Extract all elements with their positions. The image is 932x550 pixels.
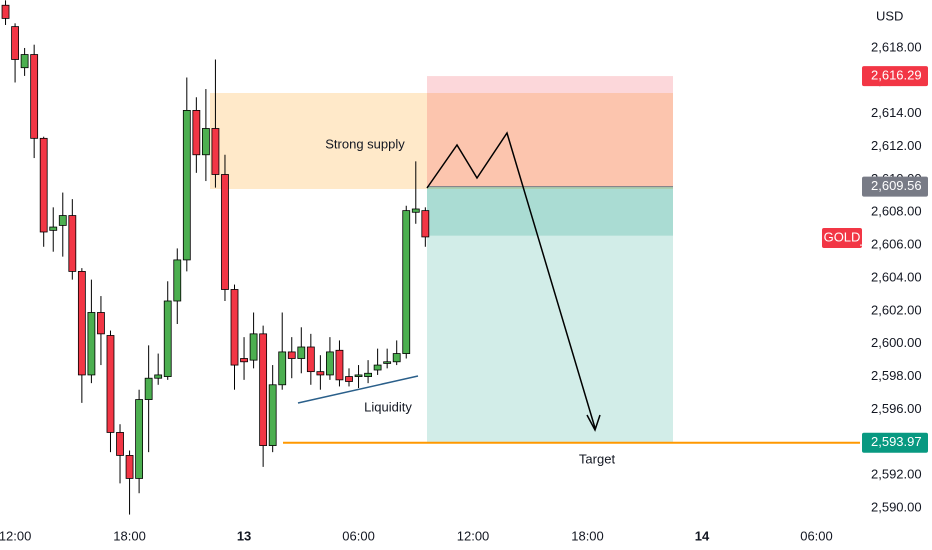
x-tick-label: 12:00	[457, 528, 490, 543]
y-tick-label: 2,618.00	[871, 39, 922, 54]
target-zone-active	[427, 186, 673, 236]
candle-body	[297, 346, 306, 359]
y-tick-label: 2,608.00	[871, 204, 922, 219]
candle-body	[49, 226, 58, 231]
overlay-drawings: Strong supply Liquidity Target	[297, 131, 616, 466]
axes: USD GOLD 2,590.002,592.002,594.002,596.0…	[0, 8, 928, 543]
price-badge	[862, 176, 928, 197]
candle-body	[240, 358, 248, 363]
candle-body	[58, 215, 67, 226]
candle-body	[211, 128, 220, 175]
candle-body	[326, 351, 334, 376]
candle-body	[249, 333, 258, 361]
candle-body	[373, 364, 382, 371]
candle-body	[383, 361, 392, 364]
x-tick-label: 06:00	[800, 528, 833, 543]
stop-zone	[427, 76, 673, 187]
candle-body	[230, 289, 239, 366]
symbol: GOLD	[824, 229, 861, 244]
candle-body	[135, 399, 144, 479]
candle-body	[354, 374, 363, 377]
candle-body	[106, 335, 115, 433]
y-tick-label: 2,604.00	[871, 269, 922, 284]
x-tick-label: 18:00	[571, 528, 604, 543]
symbol-badge	[822, 228, 862, 248]
y-tick-label: 2,600.00	[871, 335, 922, 350]
candle-body	[97, 312, 105, 335]
y-tick-label: 2,606.00	[871, 237, 922, 252]
candle-body	[421, 210, 430, 238]
candle-body	[192, 110, 201, 156]
position-tool	[283, 76, 860, 444]
candle-body	[306, 346, 315, 373]
candle-body	[221, 174, 229, 290]
x-tick-label: 12:00	[0, 528, 31, 543]
candle-body	[392, 353, 401, 363]
arrow-head	[586, 414, 601, 432]
y-tick-label: 2,598.00	[871, 368, 922, 383]
candles	[1, 0, 430, 515]
candle-body	[278, 351, 287, 386]
candle-body	[30, 54, 39, 139]
candle-body	[1, 4, 10, 19]
y-tick-label: 2,612.00	[871, 138, 922, 153]
candle-body	[20, 54, 29, 69]
candle-body	[287, 351, 296, 359]
price-badge	[862, 66, 928, 87]
price-badge-label: 2,609.56	[871, 178, 922, 193]
price-badge-label: 2,616.29	[871, 68, 922, 83]
candle-body	[77, 271, 86, 376]
x-tick-label: 06:00	[342, 528, 375, 543]
y-tick-label: 2,592.00	[871, 467, 922, 482]
candle-body	[173, 259, 182, 302]
candle-body	[154, 374, 163, 379]
candle-body	[316, 371, 325, 376]
candle-body	[163, 300, 172, 377]
candle-body	[335, 349, 344, 381]
projection-path	[426, 131, 596, 429]
candle-body	[411, 208, 420, 213]
annotation: Strong supply	[325, 136, 405, 151]
candle-body	[11, 26, 19, 60]
y-tick-label: 2,602.00	[871, 302, 922, 317]
annotation: Liquidity	[364, 399, 412, 414]
candle-body	[259, 333, 268, 446]
target-zone	[427, 186, 673, 443]
y-tick-label: 2,596.00	[871, 401, 922, 416]
y-tick-label: 2,590.00	[871, 499, 922, 514]
x-tick-label: 14	[695, 528, 710, 543]
price-badge	[862, 432, 928, 453]
price-badge-label: 2,593.97	[871, 434, 922, 449]
y-tick-label: 2,614.00	[871, 105, 922, 120]
candle-body	[125, 455, 134, 479]
candle-body	[116, 432, 124, 456]
candle-body	[144, 377, 153, 400]
candle-body	[268, 384, 277, 446]
liquidity-line	[297, 375, 419, 404]
candle-body	[345, 376, 353, 382]
currency: USD	[876, 8, 903, 23]
candle-body	[402, 210, 411, 354]
candle-body	[39, 137, 48, 233]
x-tick-label: 13	[237, 528, 251, 543]
x-tick-label: 18:00	[113, 528, 146, 543]
candle-body	[87, 312, 96, 376]
supply-zone	[210, 93, 673, 189]
candle-body	[201, 128, 210, 156]
drawings	[210, 93, 673, 189]
annotation: Target	[579, 451, 616, 466]
candle-body	[182, 110, 191, 261]
candle-body	[364, 372, 372, 377]
candle-body	[68, 215, 77, 272]
